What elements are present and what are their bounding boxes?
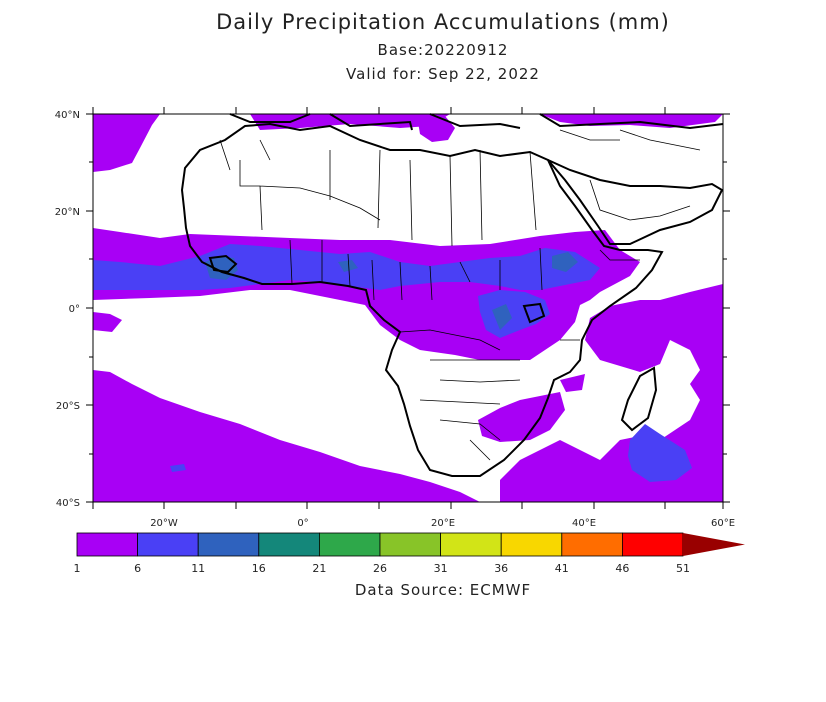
rain-region-nigeria-core [338,260,358,272]
madagascar [620,366,658,432]
colorbar-bin-16 [258,532,320,557]
dry-patch-gulf [500,362,540,388]
colorbar-label-51: 51 [676,562,690,575]
africa-coastline [180,122,664,477]
rain-region-congo-heavy [478,290,550,338]
lon-label-20e: 20°E [431,518,455,529]
colorbar-bin-21 [318,532,381,557]
colorbar-bin-46 [622,532,684,557]
colorbar-label-26: 26 [373,562,387,575]
colorbar-label-21: 21 [312,562,326,575]
lake-volta [208,254,238,274]
rain-region-south-atlantic [93,370,480,502]
colorbar-bin-41 [561,532,623,557]
lake-victoria [522,302,546,324]
rain-region-madagascar-east [560,374,585,392]
colorbar-label-46: 46 [615,562,629,575]
colorbar-overflow-arrow [683,533,745,556]
lat-label-40s: 40°S [56,498,80,509]
chart-title: Daily Precipitation Accumulations (mm) [216,10,670,34]
colorbar-label-11: 11 [191,562,205,575]
colorbar: 1 6 11 16 21 26 31 36 41 46 51 [74,532,745,575]
colorbar-label-36: 36 [494,562,508,575]
lat-label-0: 0° [69,304,80,315]
valid-date: Valid for: Sep 22, 2022 [346,65,540,83]
dry-patch-ocean [606,380,652,430]
colorbar-label-16: 16 [252,562,266,575]
dry-patch-east [655,382,690,400]
data-source: Data Source: ECMWF [354,581,532,599]
rain-region-south-indian-heavy [628,424,692,482]
rain-region-north-atlantic [93,114,160,172]
colorbar-label-41: 41 [555,562,569,575]
axis-ticks [86,107,730,509]
colorbar-label-6: 6 [134,562,141,575]
colorbar-bin-6 [137,532,199,557]
rain-region-ethiopia-core [552,252,578,272]
lon-label-60e: 60°E [711,518,735,529]
colorbar-label-1: 1 [74,562,81,575]
lat-label-20s: 20°S [56,401,80,412]
coastlines [180,113,724,477]
lon-label-40e: 40°E [572,518,596,529]
lat-label-20n: 20°N [55,207,80,218]
colorbar-bin-1 [76,532,138,557]
colorbar-bin-26 [379,532,441,557]
rain-region-lake-core [492,304,512,330]
rain-region-south-atlantic-blob [170,464,186,472]
lat-label-40n: 40°N [55,110,80,121]
rain-region-equatorial-atlantic [93,312,122,332]
country-borders [219,129,701,461]
colorbar-bin-11 [197,532,260,557]
colorbar-label-31: 31 [434,562,448,575]
colorbar-bin-31 [440,532,502,557]
lon-label-0: 0° [297,518,308,529]
rain-region-southern-africa [478,392,565,442]
colorbar-bin-36 [500,532,563,557]
base-date: Base:20220912 [377,41,509,59]
lon-label-20w: 20°W [150,518,178,529]
rain-region-caspian-west [418,116,455,142]
europe-coast [229,113,724,131]
arabia-coast [547,159,724,245]
